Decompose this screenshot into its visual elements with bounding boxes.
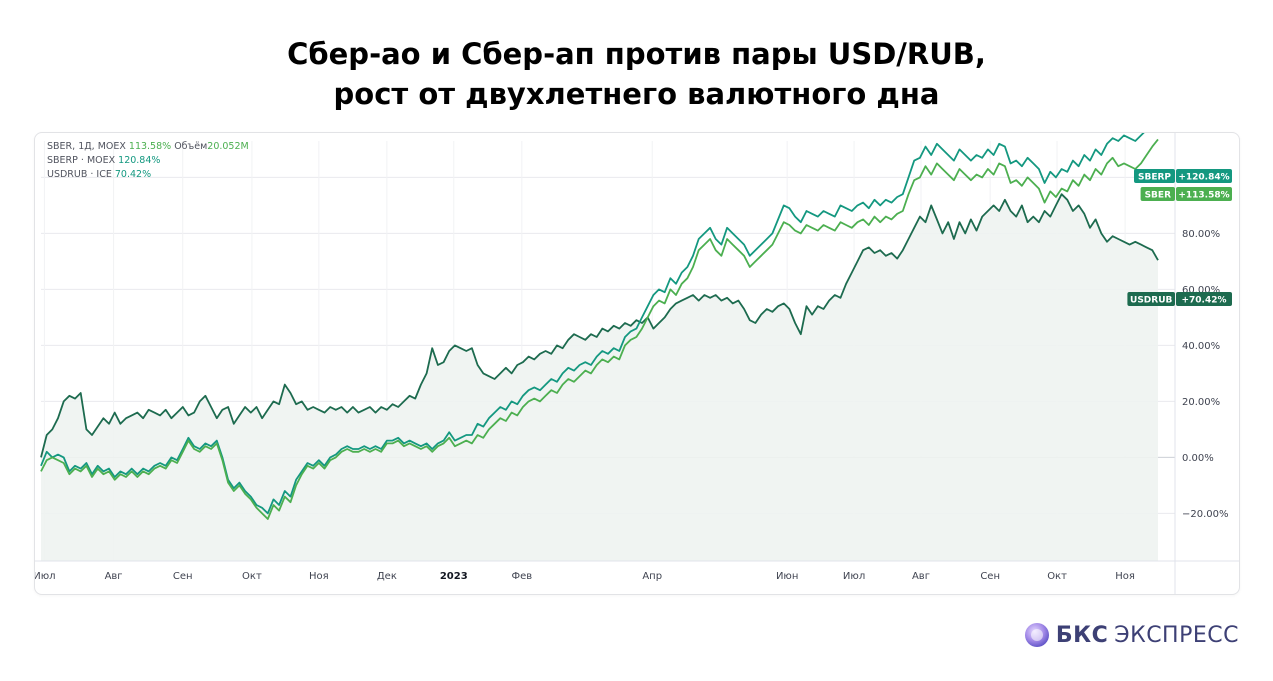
x-tick-label: Июн (776, 571, 798, 582)
chart-panel: 100.00%80.00%60.00%40.00%20.00%0.00%−20.… (34, 132, 1240, 595)
x-tick-label: Сен (173, 571, 193, 582)
x-tick-label: Ноя (309, 571, 329, 582)
x-tick-label: Июл (35, 571, 56, 582)
x-tick-label: 2023 (440, 571, 468, 582)
brand-logo-block: БКС ЭКСПРЕСС (1024, 620, 1239, 650)
y-tick-label: 40.00% (1182, 341, 1220, 352)
x-tick-label: Ноя (1115, 571, 1135, 582)
legend-item-3: USDRUB · ICE 70.42% (47, 169, 151, 180)
y-tick-label: 0.00% (1182, 453, 1214, 464)
y-tick-label: 60.00% (1182, 285, 1220, 296)
legend-item-1: SBER, 1Д, MOEX 113.58% Объём20.052M (47, 141, 249, 152)
last-value-name-sberp: SBERP (1138, 173, 1171, 183)
x-tick-label: Сен (980, 571, 1000, 582)
line-chart: 100.00%80.00%60.00%40.00%20.00%0.00%−20.… (35, 133, 1239, 594)
last-value-badge (1176, 292, 1232, 306)
last-value-sberp: +120.84% (1178, 173, 1229, 183)
y-tick-label: −20.00% (1182, 509, 1229, 520)
brand-name-light: ЭКСПРЕСС (1114, 622, 1239, 648)
x-tick-label: Окт (1047, 571, 1067, 582)
series-line-usdrub (40, 193, 1159, 458)
x-tick-label: Авг (912, 571, 930, 582)
brand-name-bold: БКС (1055, 622, 1109, 648)
x-tick-label: Окт (242, 571, 262, 582)
last-value-name-usdrub: USDRUB (1130, 296, 1172, 306)
last-value-sber: +113.58% (1178, 191, 1229, 201)
page-title: Сбер-ао и Сбер-ап против пары USD/RUB, р… (0, 34, 1273, 114)
last-value-name-badge (1140, 187, 1175, 201)
usdrub-area-fill (41, 194, 1158, 561)
legend-item-2: SBERP · MOEX 120.84% (47, 155, 160, 166)
last-value-badge (1176, 187, 1232, 201)
x-tick-label: Апр (642, 571, 662, 582)
last-value-name-sber: SBER (1145, 191, 1171, 201)
bks-logo-icon (1024, 623, 1049, 647)
last-value-badge (1176, 169, 1232, 183)
y-tick-label: 20.00% (1182, 397, 1220, 408)
x-tick-label: Авг (105, 571, 123, 582)
title-line-2: рост от двухлетнего валютного дна (333, 77, 940, 111)
series-line-sber (40, 138, 1159, 520)
last-value-usdrub: +70.42% (1181, 296, 1226, 306)
y-tick-label: 80.00% (1182, 229, 1220, 240)
x-tick-label: Июл (843, 571, 865, 582)
last-value-name-badge (1127, 292, 1175, 306)
x-tick-label: Дек (377, 571, 397, 582)
title-line-1: Сбер-ао и Сбер-ап против пары USD/RUB, (287, 37, 986, 71)
x-tick-label: Фев (511, 571, 532, 582)
last-value-name-badge (1134, 169, 1175, 183)
